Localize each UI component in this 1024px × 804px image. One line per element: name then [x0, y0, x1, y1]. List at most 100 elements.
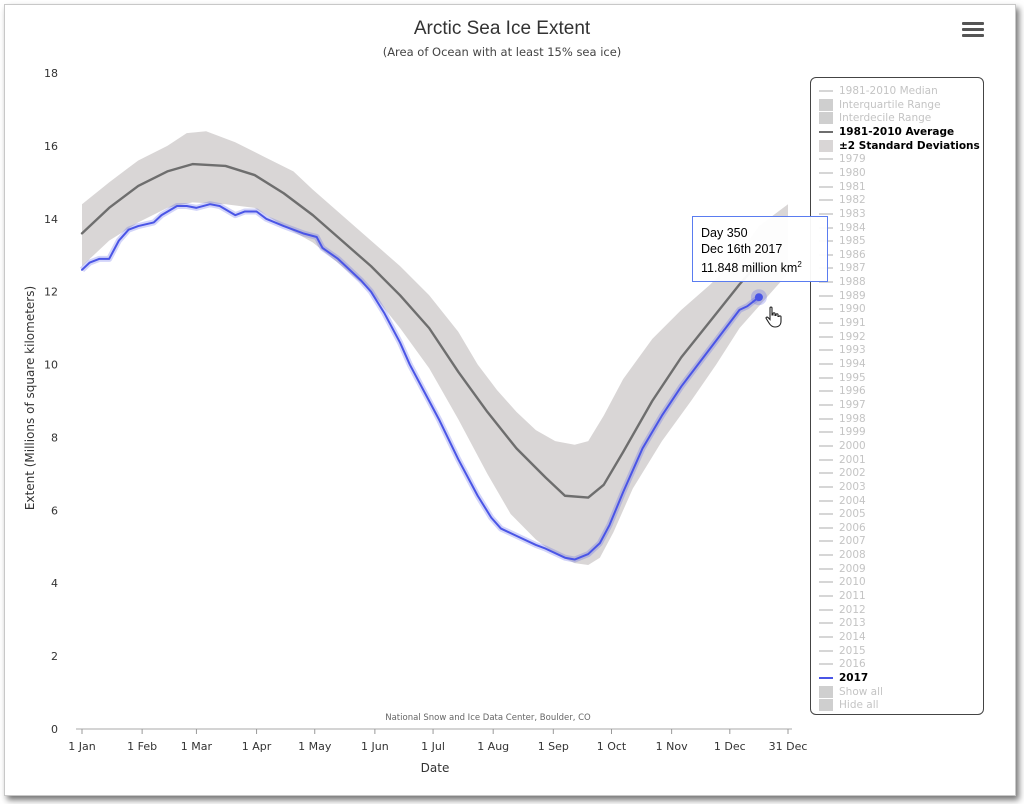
legend-item-label: 1998	[839, 412, 866, 425]
legend-item-label: 2015	[839, 644, 866, 657]
x-tick-label: 1 Dec	[714, 740, 746, 753]
legend-swatch-line	[819, 376, 833, 379]
legend-item[interactable]: 2015	[819, 645, 866, 658]
legend-item[interactable]: 1981-2010 Average	[819, 126, 954, 139]
y-tick-label: 8	[51, 431, 58, 444]
legend-item-label: 2009	[839, 562, 866, 575]
legend-item[interactable]: 2009	[819, 563, 866, 576]
legend-item[interactable]: 2003	[819, 481, 866, 494]
legend-item-label: 2008	[839, 549, 866, 562]
y-tick-label: 0	[51, 723, 58, 736]
legend-item[interactable]: 1994	[819, 358, 866, 371]
legend-item[interactable]: 2000	[819, 440, 866, 453]
legend-item[interactable]: 1991	[819, 317, 866, 330]
legend-item[interactable]: 2011	[819, 590, 866, 603]
y-tick-label: 12	[44, 286, 58, 299]
std-dev-band	[82, 131, 788, 566]
legend-item-label: 1985	[839, 235, 866, 248]
tooltip-day: Day 350	[701, 226, 748, 240]
legend-item[interactable]: 1980	[819, 167, 866, 180]
legend-item[interactable]: 2008	[819, 549, 866, 562]
legend-swatch-line	[819, 335, 833, 338]
x-tick-label: 1 Jul	[421, 740, 445, 753]
legend-swatch-line	[819, 130, 833, 133]
legend-item-label: 2016	[839, 658, 866, 671]
y-tick-label: 18	[44, 67, 58, 80]
legend-item-label: Interquartile Range	[839, 98, 941, 111]
legend-item[interactable]: 2016	[819, 658, 866, 671]
legend-item[interactable]: 1993	[819, 344, 866, 357]
legend-item-label: 1992	[839, 330, 866, 343]
legend-swatch-box	[819, 699, 833, 712]
legend-item[interactable]: 2012	[819, 604, 866, 617]
legend-item[interactable]: 2013	[819, 617, 866, 630]
legend-swatch-line	[819, 417, 833, 420]
legend-item[interactable]: 1983	[819, 208, 866, 221]
legend-item[interactable]: 1981	[819, 181, 866, 194]
series-2017-line	[81, 203, 760, 561]
legend-item-label: 2010	[839, 576, 866, 589]
hover-point[interactable]	[754, 293, 763, 302]
legend-swatch-line	[819, 526, 833, 529]
legend-item[interactable]: 1992	[819, 331, 866, 344]
legend-item[interactable]: 1990	[819, 303, 866, 316]
legend-item[interactable]: 1997	[819, 399, 866, 412]
legend-swatch-box	[819, 98, 833, 111]
legend-swatch-line	[819, 554, 833, 557]
y-tick-label: 10	[44, 359, 58, 372]
legend-item[interactable]: 1981-2010 Median	[819, 85, 938, 98]
legend-item[interactable]: 2004	[819, 495, 866, 508]
x-tick-label: 1 May	[298, 740, 332, 753]
y-tick-label: 6	[51, 504, 58, 517]
legend-item-label: 1993	[839, 344, 866, 357]
legend-item[interactable]: ±2 Standard Deviations	[819, 139, 980, 153]
legend-swatch-line	[819, 567, 833, 570]
legend-item[interactable]: 1998	[819, 413, 866, 426]
y-tick-label: 14	[44, 213, 58, 226]
legend-item[interactable]: Interquartile Range	[819, 98, 941, 112]
legend-swatch-box	[819, 685, 833, 698]
legend-swatch-line	[819, 363, 833, 365]
legend-swatch-line	[819, 444, 833, 447]
legend-item-label: 1980	[839, 166, 866, 179]
legend-item[interactable]: 1989	[819, 290, 866, 303]
legend-item[interactable]: 2007	[819, 535, 866, 548]
legend-item-label: 2005	[839, 508, 866, 521]
legend-item-label: 1981-2010 Median	[839, 85, 938, 97]
legend-swatch-line	[819, 540, 833, 543]
legend-swatch-line	[819, 322, 833, 325]
legend-item[interactable]: 2002	[819, 467, 866, 480]
y-axis-title: Extent (Millions of square kilometers)	[23, 286, 37, 510]
legend-swatch-line	[819, 649, 833, 652]
legend-item-label: 2003	[839, 480, 866, 493]
legend-item[interactable]: Interdecile Range	[819, 112, 931, 125]
legend-swatch-line	[819, 199, 833, 202]
legend-item[interactable]: 1999	[819, 426, 866, 439]
legend-item[interactable]: 1982	[819, 194, 866, 207]
legend-item[interactable]: 1995	[819, 372, 866, 385]
legend-item[interactable]: 2001	[819, 454, 866, 467]
x-tick-label: 1 Sep	[538, 740, 569, 753]
legend-item-label: 2002	[839, 467, 866, 480]
legend-item[interactable]: 1979	[819, 153, 866, 166]
legend-item[interactable]: 2014	[819, 631, 866, 644]
legend-item-label: 2007	[839, 535, 866, 548]
hamburger-menu-icon[interactable]	[962, 22, 984, 40]
legend-item[interactable]: 2006	[819, 522, 866, 535]
legend-item[interactable]: 1988	[819, 276, 866, 289]
x-tick-label: 1 Apr	[242, 740, 272, 753]
legend-item-label: 1981	[839, 180, 866, 193]
legend-item[interactable]: 2010	[819, 576, 866, 589]
legend-swatch-line	[819, 499, 833, 502]
legend-item[interactable]: 2005	[819, 508, 866, 521]
hand-pointer-icon	[765, 306, 782, 328]
legend-item-label: 1997	[839, 398, 866, 411]
x-tick-label: 1 Mar	[181, 740, 213, 753]
legend-item-label: 2017	[839, 671, 869, 684]
legend-item[interactable]: Show all	[819, 685, 883, 699]
legend-item[interactable]: 2017	[819, 672, 868, 685]
legend-item[interactable]: Hide all	[819, 699, 879, 712]
legend-item[interactable]: 1996	[819, 385, 866, 398]
legend-item-label: 2011	[839, 590, 866, 603]
